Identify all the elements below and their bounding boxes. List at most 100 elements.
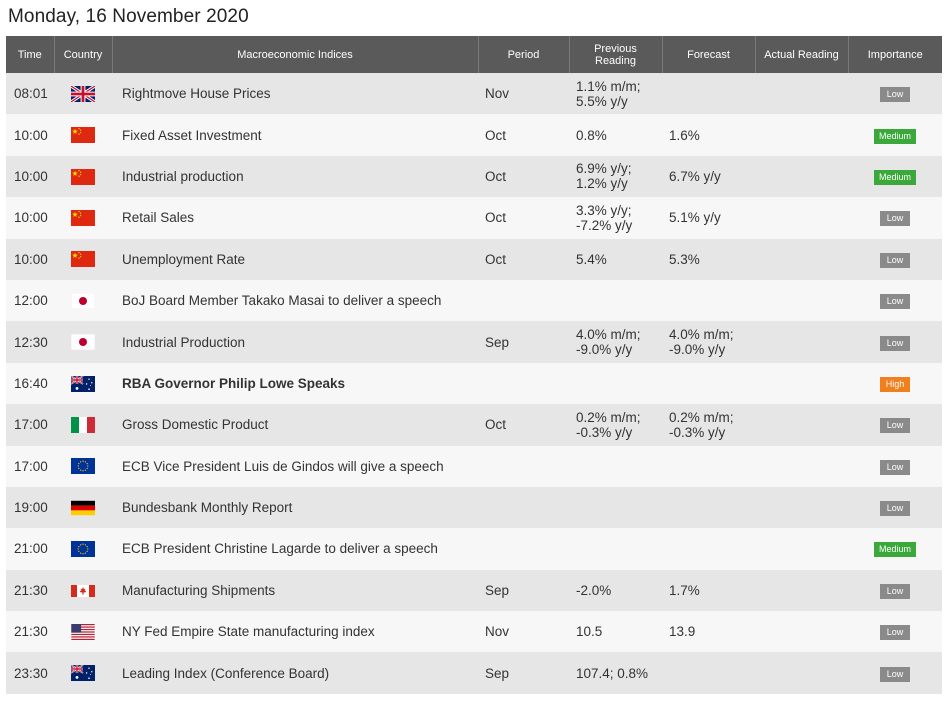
importance-cell: Low (848, 280, 942, 321)
table-row: 23:30 Leading Index (Conference Board) S… (6, 652, 942, 694)
forecast-line1: 0.2% m/m; (669, 409, 734, 425)
importance-badge: High (880, 376, 910, 392)
forecast-line1: 5.1% y/y (669, 210, 721, 226)
importance-badge: Low (880, 294, 910, 310)
period-cell (478, 363, 569, 404)
period-cell (478, 487, 569, 528)
importance-badge: Low (880, 335, 910, 351)
country-cell (54, 197, 112, 238)
table-row: 16:40 RBA Governor Philip Lowe Speaks Hi… (6, 362, 942, 405)
importance-cell: Low (848, 321, 942, 362)
previous-line1: 107.4; 0.8% (576, 665, 649, 681)
actual-reading-cell (755, 114, 848, 155)
forecast-line2: -0.3% y/y (669, 424, 726, 440)
table-row: 21:00 ECB President Christine Lagarde to… (6, 528, 942, 570)
australia-flag-icon (70, 374, 95, 392)
country-cell (54, 404, 112, 445)
forecast-cell (662, 280, 755, 321)
table-row: 12:30 Industrial Production Sep 4.0% m/m… (6, 321, 942, 363)
header-period: Period (478, 36, 570, 73)
previous-reading-cell (569, 528, 662, 569)
header-time: Time (6, 36, 55, 73)
country-cell (54, 487, 112, 528)
country-cell (54, 570, 112, 611)
importance-cell: Medium (848, 156, 942, 197)
forecast-cell: 1.6% (662, 114, 755, 155)
canada-flag-icon (71, 583, 95, 599)
time-cell: 10:00 (14, 127, 48, 143)
actual-reading-cell (755, 487, 848, 528)
previous-reading-cell: -2.0% (569, 570, 662, 611)
previous-reading-cell (569, 280, 662, 321)
indicator-name: BoJ Board Member Takako Masai to deliver… (122, 293, 442, 309)
header-actual: Actual Reading (755, 36, 849, 73)
actual-reading-cell (755, 652, 848, 693)
importance-cell: Low (848, 652, 942, 693)
indicator-name: Manufacturing Shipments (122, 582, 276, 598)
forecast-line1: 13.9 (669, 624, 696, 640)
period-cell: Oct (485, 417, 507, 433)
indicator-name: Unemployment Rate (122, 251, 246, 267)
importance-cell: Low (848, 197, 942, 238)
previous-line2: -7.2% y/y (576, 217, 633, 233)
header-indices: Macroeconomic Indices (112, 36, 479, 73)
country-cell (54, 446, 112, 487)
importance-cell: Low (848, 446, 942, 487)
china-flag-icon (71, 127, 95, 144)
forecast-cell (662, 652, 755, 693)
table-row: 21:30 Manufacturing Shipments Sep -2.0% … (6, 569, 942, 612)
forecast-line1: 1.6% (669, 127, 700, 143)
china-flag-icon (71, 251, 95, 268)
importance-badge: Low (880, 583, 910, 599)
time-cell: 21:00 (14, 541, 48, 557)
indicator-name: NY Fed Empire State manufacturing index (122, 624, 375, 640)
indicator-name: ECB Vice President Luis de Gindos will g… (122, 458, 444, 474)
previous-reading-cell: 0.2% m/m; -0.3% y/y (569, 404, 662, 445)
previous-line1: 3.3% y/y; (576, 202, 632, 218)
previous-line1: 5.4% (576, 251, 607, 267)
header-previous: Previous Reading (569, 36, 663, 73)
japan-flag-icon (70, 292, 96, 310)
forecast-line1: 1.7% (669, 582, 700, 598)
country-cell (54, 652, 112, 693)
period-cell: Sep (485, 665, 510, 681)
indicator-name: Industrial production (122, 168, 244, 184)
forecast-cell: 5.1% y/y (662, 197, 755, 238)
country-cell (54, 611, 112, 652)
previous-reading-cell: 107.4; 0.8% (569, 652, 662, 693)
china-flag-icon (71, 168, 95, 185)
country-cell (54, 73, 112, 114)
eu-flag-icon (71, 541, 95, 558)
actual-reading-cell (755, 528, 848, 569)
indicator-name: Bundesbank Monthly Report (122, 500, 293, 516)
period-cell: Oct (485, 210, 507, 226)
importance-badge: Low (880, 625, 910, 641)
forecast-line1: 5.3% (669, 251, 700, 267)
header-forecast: Forecast (662, 36, 756, 73)
actual-reading-cell (755, 239, 848, 280)
importance-badge: Medium (873, 542, 916, 558)
previous-reading-cell: 4.0% m/m; -9.0% y/y (569, 321, 662, 362)
time-cell: 23:30 (14, 665, 48, 681)
importance-badge: Low (880, 252, 910, 268)
previous-reading-cell (569, 446, 662, 487)
period-cell (478, 280, 569, 321)
period-cell: Sep (485, 334, 510, 350)
forecast-cell (662, 487, 755, 528)
importance-badge: Medium (873, 128, 916, 144)
country-cell (54, 114, 112, 155)
time-cell: 21:30 (14, 624, 48, 640)
indicator-name: Fixed Asset Investment (122, 127, 262, 143)
header-previous-line1: Previous (594, 42, 637, 55)
germany-flag-icon (71, 500, 95, 516)
usa-flag-icon (71, 623, 95, 640)
period-cell: Sep (485, 582, 510, 598)
country-cell (54, 280, 112, 321)
indicator-name: Rightmove House Prices (122, 86, 271, 102)
actual-reading-cell (755, 73, 848, 114)
time-cell: 10:00 (14, 168, 48, 184)
country-cell (54, 528, 112, 569)
importance-cell: Low (848, 239, 942, 280)
country-cell (54, 363, 112, 404)
previous-line1: -2.0% (576, 582, 612, 598)
